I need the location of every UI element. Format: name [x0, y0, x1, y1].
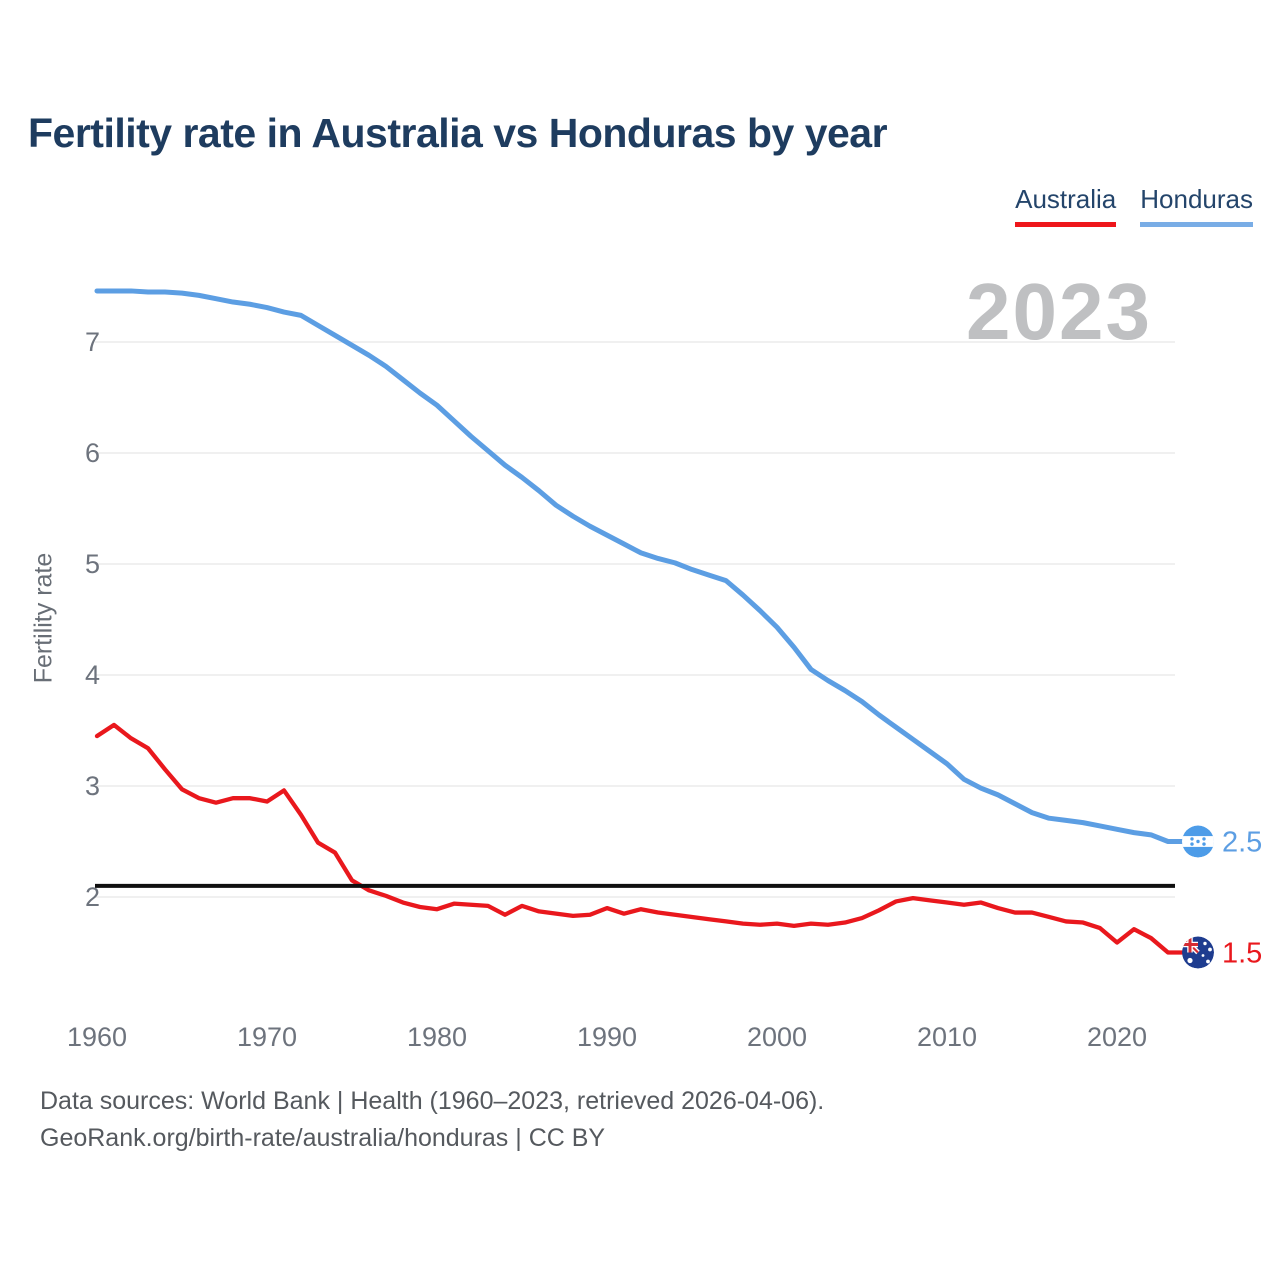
legend-item-honduras[interactable]: Honduras: [1140, 184, 1253, 227]
page-title: Fertility rate in Australia vs Honduras …: [28, 110, 888, 156]
y-tick: 3: [85, 771, 100, 801]
y-tick: 7: [85, 327, 100, 357]
y-axis-label: Fertility rate: [29, 552, 58, 684]
y-tick: 2: [85, 882, 100, 912]
x-tick: 2020: [1087, 1022, 1147, 1052]
gridlines: [95, 341, 1175, 898]
australia-series-line[interactable]: [94, 722, 1193, 955]
x-tick: 1970: [237, 1022, 297, 1052]
y-tick: 4: [85, 660, 100, 690]
y-axis-ticks: 7 6 5 4 3 2: [85, 327, 100, 912]
attribution-text: GeoRank.org/birth-rate/australia/hondura…: [40, 1124, 606, 1152]
australia-flag-icon[interactable]: [1182, 936, 1214, 969]
x-tick: 2000: [747, 1022, 807, 1052]
australia-end-label: 1.5: [1222, 938, 1262, 970]
x-tick: 2010: [917, 1022, 977, 1052]
x-axis-ticks: 1960 1970 1980 1990 2000 2010 2020: [67, 1022, 1147, 1052]
legend-item-australia[interactable]: Australia: [1015, 184, 1117, 227]
x-tick: 1980: [407, 1022, 467, 1052]
year-watermark: 2023: [966, 267, 1152, 356]
legend: Australia Honduras: [1015, 184, 1253, 227]
x-tick: 1990: [577, 1022, 637, 1052]
y-tick: 6: [85, 438, 100, 468]
honduras-flag-icon[interactable]: [1182, 825, 1214, 858]
data-sources-text: Data sources: World Bank | Health (1960–…: [40, 1087, 825, 1115]
honduras-end-label: 2.5: [1222, 827, 1262, 859]
y-tick: 5: [85, 549, 100, 579]
x-tick: 1960: [67, 1022, 127, 1052]
honduras-series-line[interactable]: [94, 288, 1193, 844]
